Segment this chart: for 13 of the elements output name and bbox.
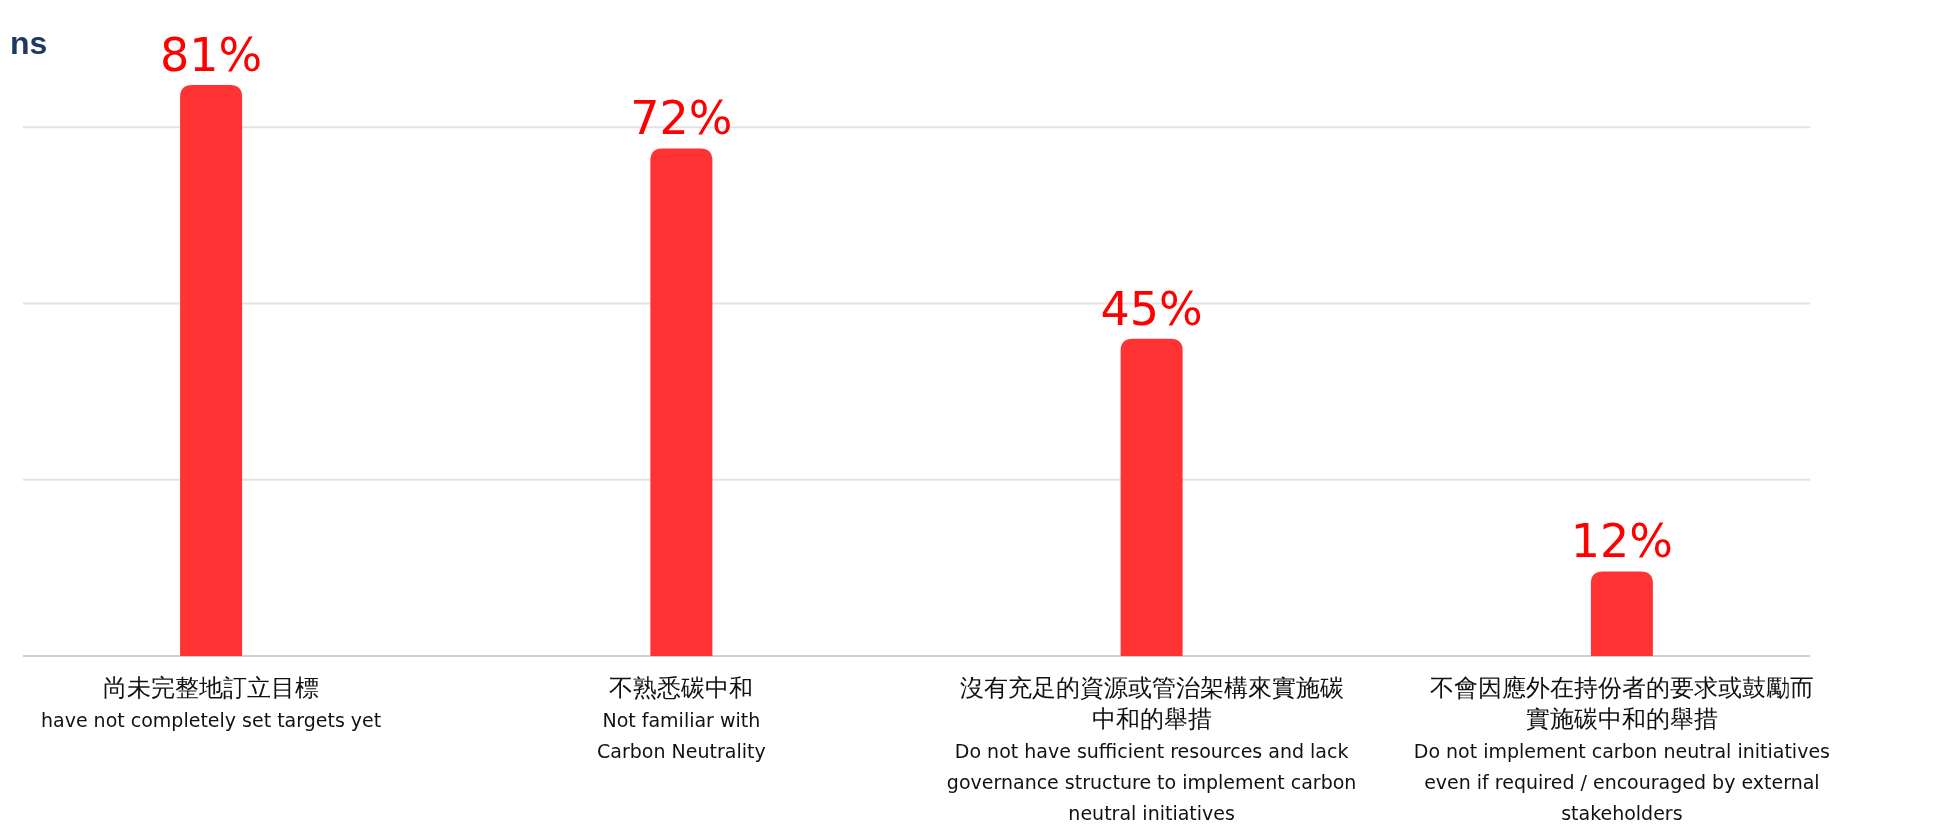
bar [1590, 571, 1653, 656]
data-label: 12% [1570, 514, 1674, 569]
bar [1120, 338, 1183, 656]
data-label: 72% [630, 91, 733, 146]
x-tick-label: 不會因應外在持份者的要求或鼓勵而實施碳中和的舉措 Do not implement carbon neutral initiatives even if required / encouraged by external stakeholders [1413, 674, 1830, 824]
data-label: 81% [159, 28, 263, 82]
chart-title: ns [10, 25, 48, 61]
x-tick-label: 尚未完整地訂立目標 have not completely set targets yet [40, 674, 382, 731]
x-tick-label: 不熟悉碳中和 Not familiar with Carbon Neutrality [597, 674, 766, 762]
bar [180, 85, 243, 656]
data-label: 45% [1100, 281, 1203, 336]
bar [650, 148, 713, 656]
x-tick-label: 沒有充足的資源或管治架構來實施碳中和的舉措 Do not have sufficient resources and lack governance structure to implement carbon neutral initiatives [946, 674, 1357, 824]
